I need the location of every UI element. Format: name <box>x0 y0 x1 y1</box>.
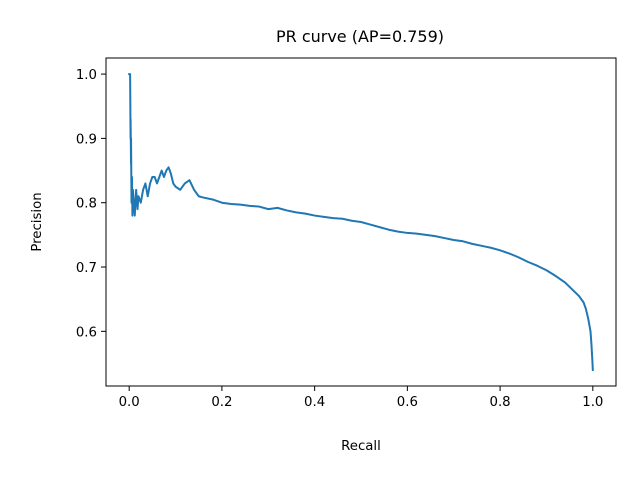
x-tick-label: 0.4 <box>304 395 325 410</box>
y-tick-label: 0.8 <box>76 197 97 212</box>
pr-curve-line <box>128 73 594 371</box>
x-tick-label: 0.6 <box>397 395 418 410</box>
x-tick-label: 1.0 <box>582 395 603 410</box>
y-axis-title: Precision <box>30 192 45 251</box>
y-tick-label: 1.0 <box>76 68 97 83</box>
plot-frame <box>105 57 617 387</box>
y-tick-label: 0.6 <box>76 325 97 340</box>
x-tick-label: 0.0 <box>119 395 140 410</box>
x-axis-title: Recall <box>341 439 381 454</box>
y-tick-label: 0.7 <box>76 261 97 276</box>
y-tick-label: 0.9 <box>76 132 97 147</box>
x-tick-label: 0.8 <box>490 395 511 410</box>
x-tick-label: 0.2 <box>211 395 232 410</box>
chart-title: PR curve (AP=0.759) <box>276 27 444 46</box>
